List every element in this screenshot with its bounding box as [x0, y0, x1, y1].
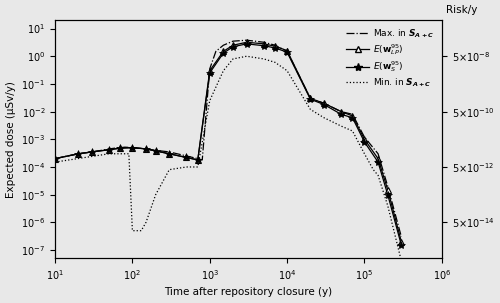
Legend: Max. in $\bfit{S}_{A+C}$, $E(\mathbf{w}_{LP}^{95})$, $E(\mathbf{w}_{S}^{95})$, M: Max. in $\bfit{S}_{A+C}$, $E(\mathbf{w}_… — [344, 25, 438, 92]
Text: Risk/y: Risk/y — [446, 5, 477, 15]
X-axis label: Time after repository closure (y): Time after repository closure (y) — [164, 288, 332, 298]
Y-axis label: Expected dose (μSv/y): Expected dose (μSv/y) — [6, 81, 16, 198]
